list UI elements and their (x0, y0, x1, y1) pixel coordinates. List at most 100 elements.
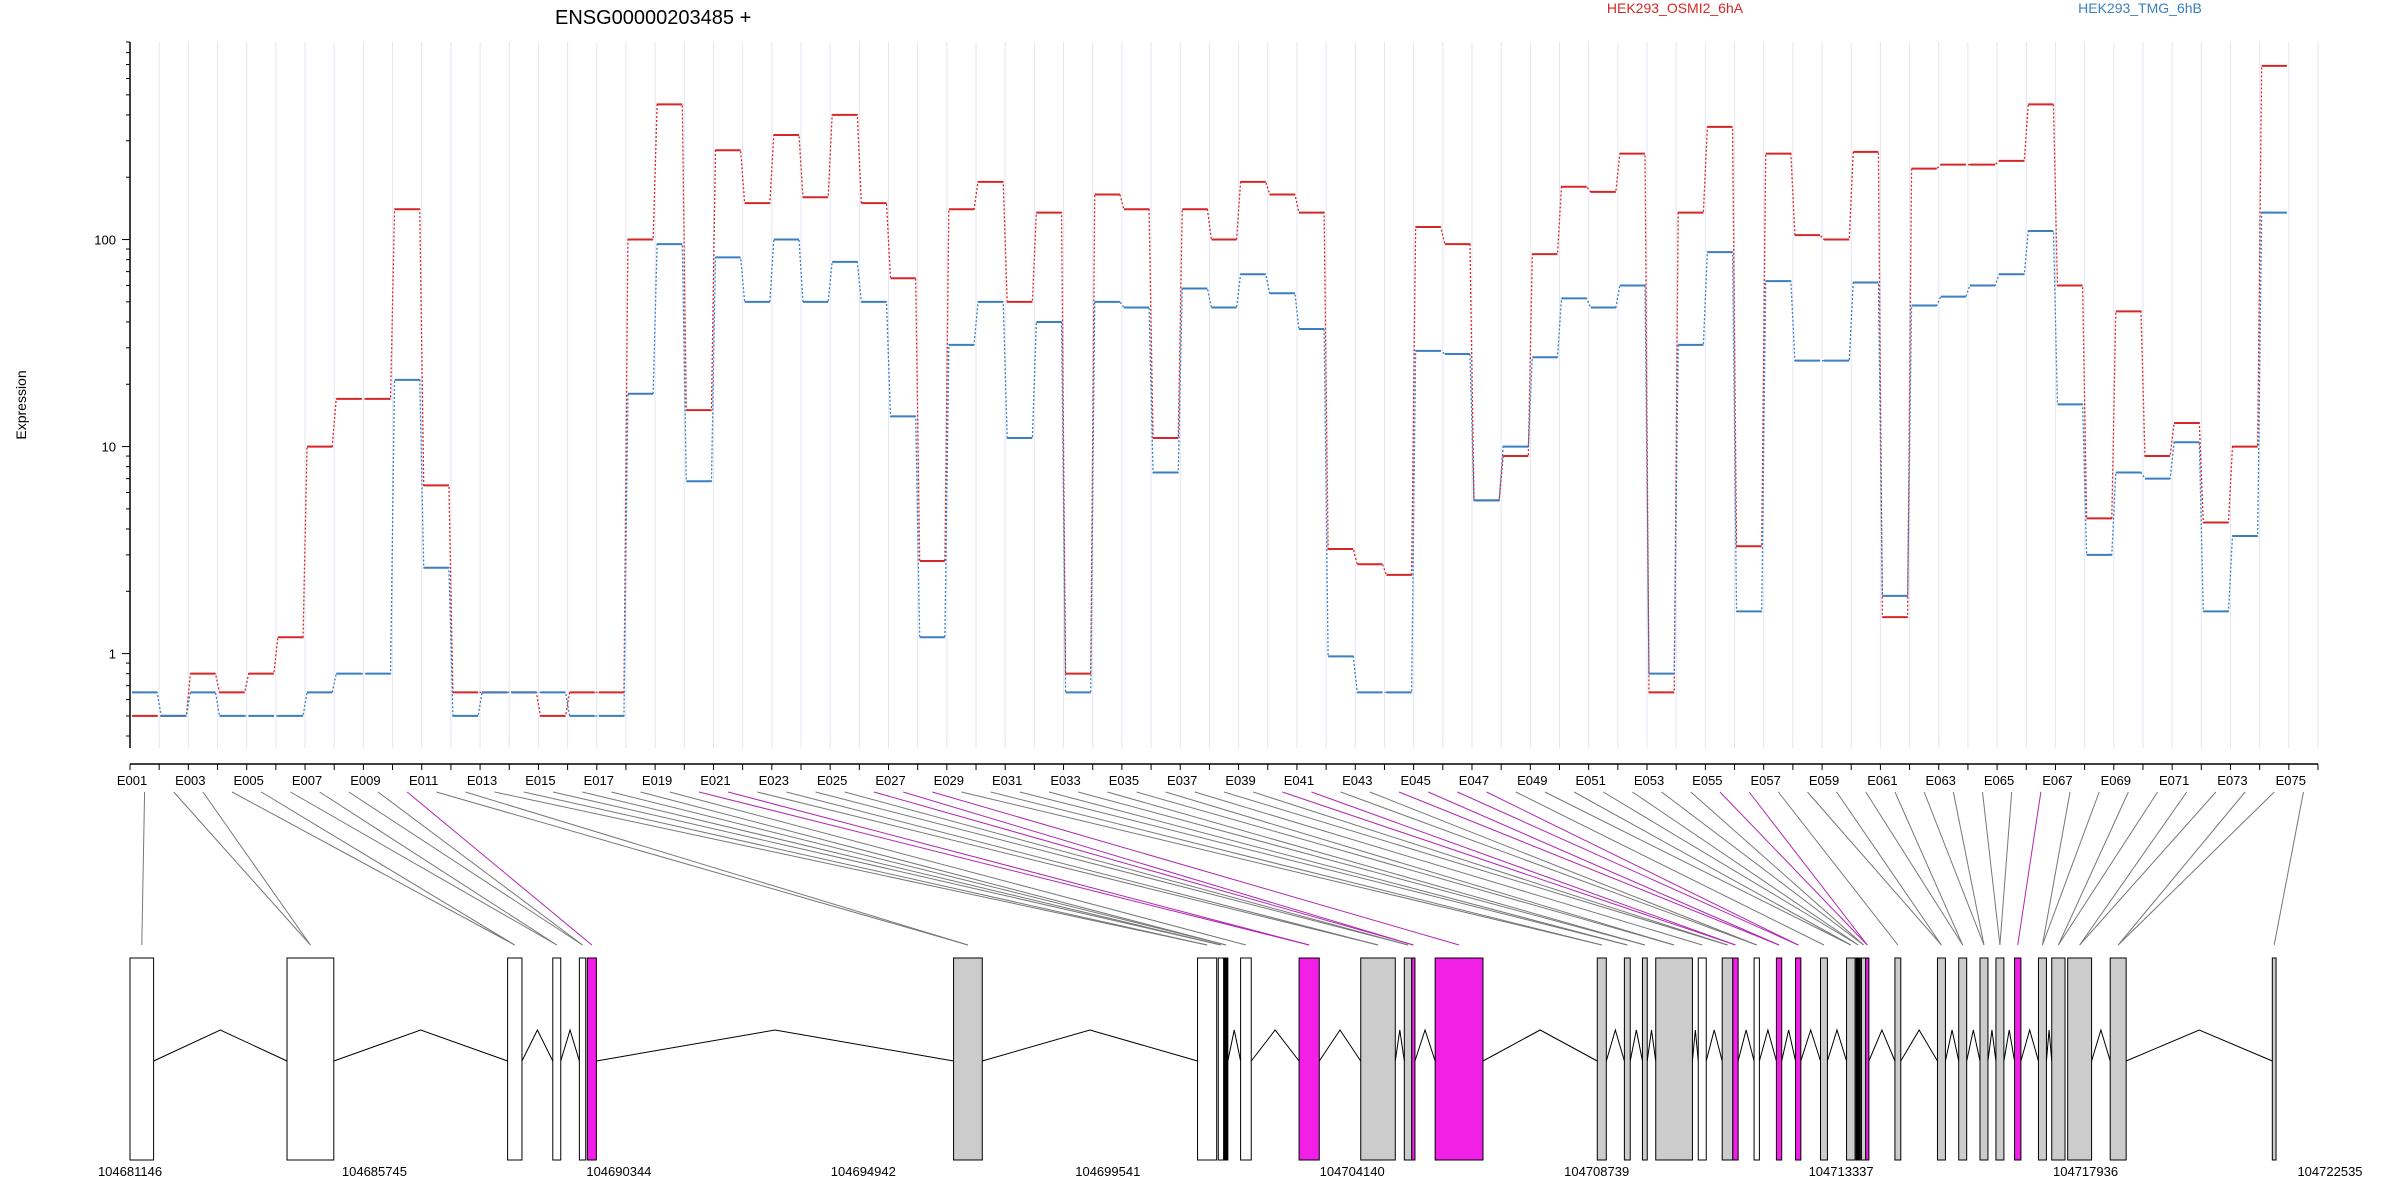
exon-connector (1748, 791, 1868, 946)
intron-line (1691, 1029, 1699, 1062)
gene-exon-box (2271, 957, 2277, 1161)
exon-label: E001 (117, 773, 147, 788)
series-line (132, 211, 2287, 717)
exon-connector (1253, 791, 1728, 946)
coordinate-label: 104708739 (1564, 1164, 1629, 1179)
exon-label: E065 (1984, 773, 2014, 788)
exon-connector (757, 791, 1379, 946)
gene-exon-box (1655, 957, 1693, 1161)
exon-label: E007 (292, 773, 322, 788)
exon-connector (1777, 791, 1899, 946)
exon-label: E047 (1459, 773, 1489, 788)
gene-exon-box (1596, 957, 1607, 1161)
exon-connector (1223, 791, 1728, 946)
coordinate-label: 104704140 (1320, 1164, 1385, 1179)
exon-connector (348, 791, 583, 946)
gene-exon-box (1936, 957, 1946, 1161)
gene-exon-box (1411, 957, 1416, 1161)
exon-label: E053 (1634, 773, 1664, 788)
exon-connector (1865, 791, 1964, 946)
exon-label: E029 (934, 773, 964, 788)
exon-connector (1311, 791, 1736, 946)
exon-connector (1136, 791, 1675, 946)
gene-exon-box (1360, 957, 1396, 1161)
exon-label: E019 (642, 773, 672, 788)
exon-connector (319, 791, 558, 946)
exon-connector (640, 791, 1227, 946)
gene-exon-box (2109, 957, 2127, 1161)
intron-line (596, 1029, 954, 1062)
coordinate-label: 104690344 (586, 1164, 651, 1179)
exon-label: E063 (1926, 773, 1956, 788)
exon-label: E059 (1809, 773, 1839, 788)
series-0 (132, 64, 2287, 717)
intron-line (1414, 1028, 1436, 1062)
exon-connector (727, 791, 1310, 946)
intron-line (2003, 1029, 2016, 1062)
gene-exon-box (1641, 957, 1648, 1161)
exon-connector (141, 791, 146, 946)
exon-label: E027 (875, 773, 905, 788)
y-axis: 1 10 100 (94, 41, 131, 748)
exon-connector (961, 791, 1602, 946)
exon-connector (1486, 791, 1799, 946)
intron-line (1629, 1029, 1643, 1062)
exon-connector (494, 791, 1208, 946)
exon-connector (261, 791, 516, 946)
intron-line (1944, 1029, 1960, 1062)
intron-line (1781, 1029, 1797, 1062)
intron-line (2125, 1029, 2273, 1062)
intron-line (1318, 1029, 1362, 1062)
exon-label: E013 (467, 773, 497, 788)
exon-connector (990, 791, 1602, 946)
intron-line (560, 1028, 580, 1062)
intron-line (1737, 1029, 1755, 1062)
exon-connector (1573, 791, 1852, 946)
legend-entry-osmi2: HEK293_OSMI2_6hA (1607, 0, 1744, 16)
intron-line (1605, 1028, 1625, 1062)
gene-exon-box (1217, 957, 1225, 1161)
grid-lines (129, 42, 2319, 748)
coordinate-label: 104717936 (2053, 1164, 2118, 1179)
exon-connector (902, 791, 1414, 946)
exon-label: E067 (2042, 773, 2072, 788)
exon-label: E005 (234, 773, 264, 788)
exon-connector (1690, 791, 1864, 946)
chart-title: ENSG00000203485 + (555, 7, 751, 29)
exon-connector (173, 791, 311, 946)
y-tick-label: 1 (109, 647, 116, 662)
exon-label: E069 (2101, 773, 2131, 788)
exon-axis: E001 E003 E005 E007 E009 E011 E013 E015 E017 E019… (117, 763, 2319, 788)
exon-label: E035 (1109, 773, 1139, 788)
exon-connector (1544, 791, 1852, 946)
gene-exon-box (2051, 957, 2066, 1161)
intron-line (1868, 1028, 1896, 1062)
exon-label: E033 (1050, 773, 1080, 788)
exon-connector (1107, 791, 1645, 946)
intron-line (1800, 1028, 1821, 1062)
exon-connector (1719, 791, 1868, 946)
gene-exon-box (1721, 957, 1734, 1161)
gene-exon-box (1894, 957, 1902, 1161)
gene-exon-box (507, 957, 523, 1161)
intron-line (1705, 1029, 1723, 1062)
exon-connector (465, 791, 969, 946)
exon-connector (1982, 791, 2001, 946)
exon-connector (1661, 791, 1864, 946)
exon-connector (1602, 791, 1859, 946)
exon-connector (231, 791, 516, 946)
exon-connector (2041, 791, 2100, 946)
exon-label: E037 (1167, 773, 1197, 788)
exon-connector (1952, 791, 1985, 946)
intron-line (1826, 1028, 1848, 1062)
gene-exon-box (286, 957, 335, 1161)
gene-exon-box (1846, 957, 1856, 1161)
intron-line (521, 1028, 554, 1062)
gene-exon-box (1995, 957, 2005, 1161)
exon-connector (290, 791, 558, 946)
exon-connector (1282, 791, 1736, 946)
exon-label: E071 (2159, 773, 2189, 788)
exon-label: E057 (1751, 773, 1781, 788)
intron-line (2045, 1029, 2053, 1062)
